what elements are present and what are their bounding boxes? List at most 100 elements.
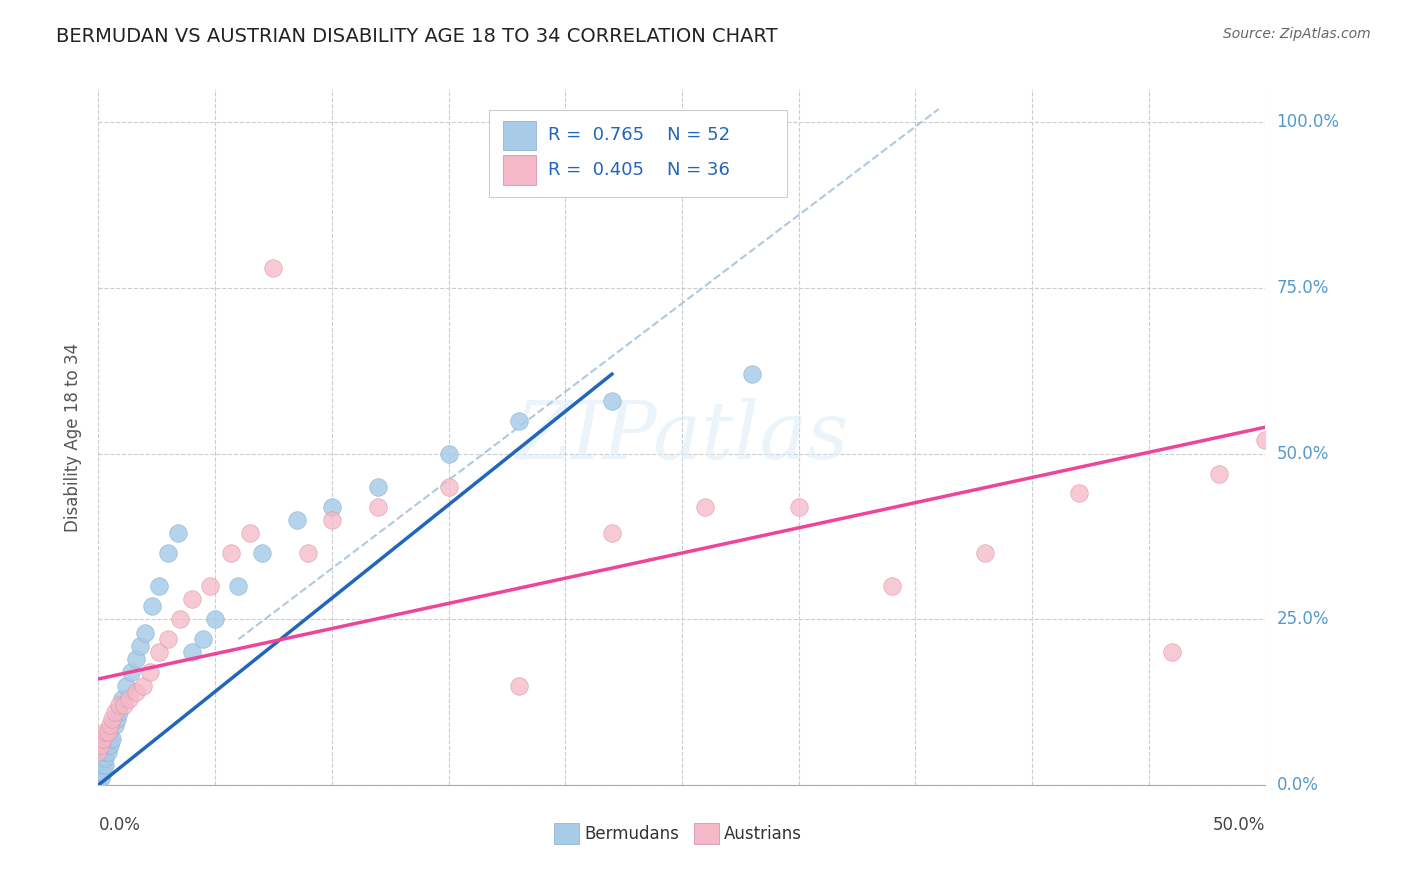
Point	[262, 261, 284, 276]
Point	[87, 772, 110, 786]
Text: Austrians: Austrians	[724, 825, 801, 843]
Point	[111, 691, 134, 706]
Point	[87, 764, 110, 779]
Point	[90, 738, 112, 752]
Point	[98, 718, 121, 732]
Point	[132, 679, 155, 693]
Point	[101, 712, 124, 726]
FancyBboxPatch shape	[503, 155, 536, 185]
Point	[125, 652, 148, 666]
Point	[193, 632, 215, 647]
Point	[695, 500, 717, 514]
Point	[94, 725, 117, 739]
Point	[125, 685, 148, 699]
Text: 50.0%: 50.0%	[1213, 815, 1265, 833]
Point	[367, 480, 389, 494]
Text: 75.0%: 75.0%	[1277, 279, 1329, 297]
Point	[98, 738, 121, 752]
Point	[157, 632, 180, 647]
Text: BERMUDAN VS AUSTRIAN DISABILITY AGE 18 TO 34 CORRELATION CHART: BERMUDAN VS AUSTRIAN DISABILITY AGE 18 T…	[56, 27, 778, 45]
Y-axis label: Disability Age 18 to 34: Disability Age 18 to 34	[65, 343, 83, 532]
Point	[115, 679, 138, 693]
Point	[94, 758, 117, 772]
Point	[87, 778, 110, 792]
Point	[204, 612, 226, 626]
Point	[98, 731, 121, 746]
Point	[166, 526, 188, 541]
Point	[108, 698, 131, 713]
Point	[974, 546, 997, 560]
Point	[600, 526, 623, 541]
Point	[105, 712, 128, 726]
Point	[91, 751, 114, 765]
Point	[141, 599, 163, 613]
Point	[437, 480, 460, 494]
Point	[508, 413, 530, 427]
Point	[1161, 645, 1184, 659]
Point	[120, 665, 142, 680]
Point	[91, 764, 114, 779]
Point	[104, 705, 127, 719]
Point	[87, 745, 110, 759]
Point	[91, 731, 114, 746]
Text: 25.0%: 25.0%	[1277, 610, 1329, 628]
FancyBboxPatch shape	[503, 120, 536, 150]
Point	[200, 579, 222, 593]
Point	[600, 393, 623, 408]
Point	[180, 645, 202, 659]
Point	[87, 778, 110, 792]
Point	[87, 772, 110, 786]
Point	[367, 500, 389, 514]
Point	[87, 751, 110, 765]
Text: 100.0%: 100.0%	[1277, 113, 1340, 131]
Point	[90, 751, 112, 765]
Point	[321, 513, 343, 527]
Point	[297, 546, 319, 560]
Point	[94, 745, 117, 759]
Point	[180, 592, 202, 607]
Point	[285, 513, 308, 527]
Text: ZIPatlas: ZIPatlas	[515, 399, 849, 475]
Text: 0.0%: 0.0%	[1277, 776, 1319, 794]
Point	[321, 500, 343, 514]
Point	[112, 698, 135, 713]
Point	[787, 500, 810, 514]
Point	[139, 665, 162, 680]
Point	[250, 546, 273, 560]
Point	[148, 645, 170, 659]
Point	[97, 725, 120, 739]
Point	[90, 758, 112, 772]
Point	[97, 738, 120, 752]
Text: 0.0%: 0.0%	[98, 815, 141, 833]
Point	[148, 579, 170, 593]
Point	[880, 579, 903, 593]
Point	[104, 718, 127, 732]
FancyBboxPatch shape	[693, 823, 720, 844]
Point	[101, 731, 124, 746]
Point	[94, 751, 117, 765]
Point	[90, 764, 112, 779]
Text: R =  0.405    N = 36: R = 0.405 N = 36	[548, 161, 730, 179]
Point	[239, 526, 262, 541]
Point	[228, 579, 250, 593]
Text: Source: ZipAtlas.com: Source: ZipAtlas.com	[1223, 27, 1371, 41]
Point	[1208, 467, 1230, 481]
Point	[87, 764, 110, 779]
Point	[90, 772, 112, 786]
Point	[91, 758, 114, 772]
Point	[1254, 434, 1277, 448]
Point	[87, 758, 110, 772]
Point	[157, 546, 180, 560]
Point	[118, 691, 141, 706]
Point	[437, 447, 460, 461]
Point	[508, 679, 530, 693]
Point	[87, 758, 110, 772]
Point	[134, 625, 156, 640]
FancyBboxPatch shape	[554, 823, 579, 844]
Point	[87, 745, 110, 759]
Point	[169, 612, 191, 626]
Point	[741, 367, 763, 381]
FancyBboxPatch shape	[489, 110, 787, 197]
Text: Bermudans: Bermudans	[583, 825, 679, 843]
Text: R =  0.765    N = 52: R = 0.765 N = 52	[548, 126, 730, 145]
